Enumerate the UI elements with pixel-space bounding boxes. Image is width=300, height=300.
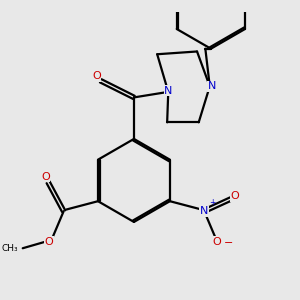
Text: N: N (208, 81, 216, 91)
Text: O: O (212, 237, 221, 247)
Text: N: N (164, 86, 172, 96)
Text: +: + (209, 198, 216, 207)
Text: O: O (231, 191, 240, 201)
Text: O: O (92, 71, 101, 81)
Text: O: O (41, 172, 50, 182)
Text: N: N (200, 206, 208, 216)
Text: −: − (224, 238, 233, 248)
Text: O: O (44, 237, 53, 247)
Text: CH₃: CH₃ (2, 244, 18, 253)
